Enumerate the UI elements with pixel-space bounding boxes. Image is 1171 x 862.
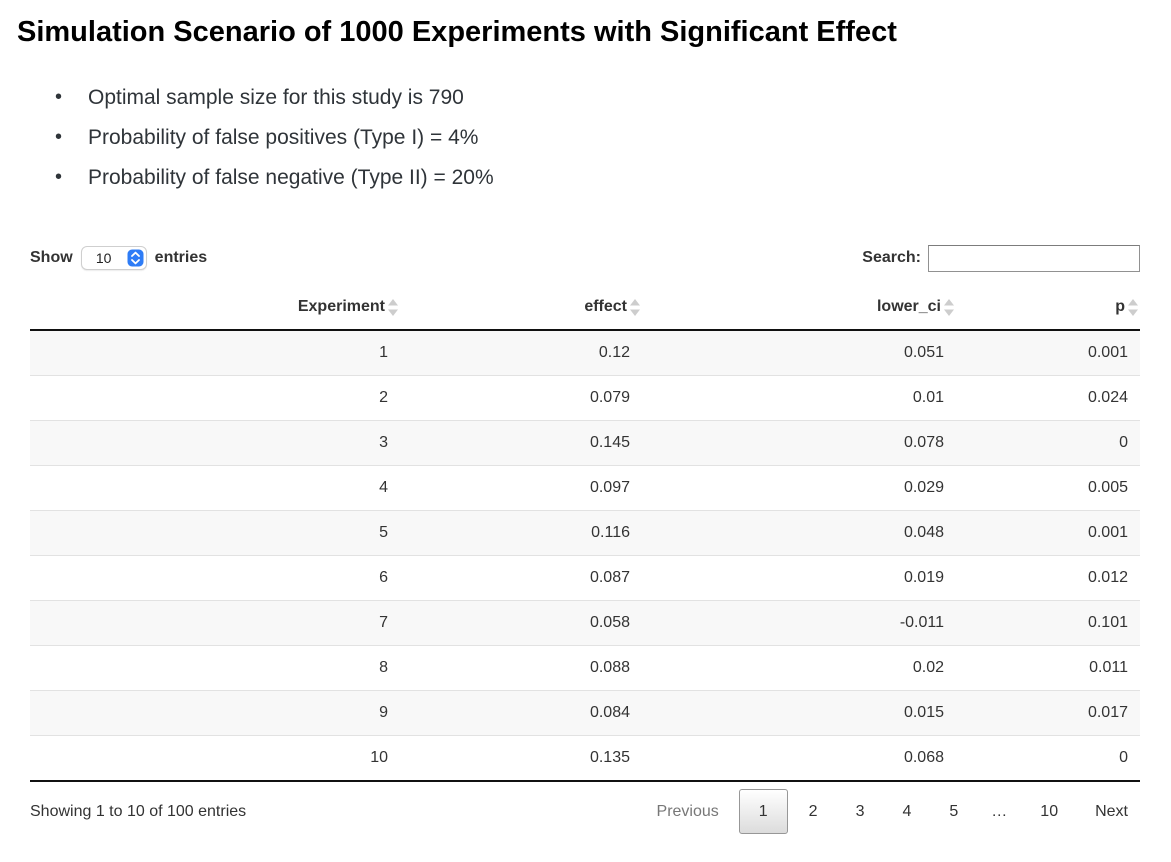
table-row: 5 0.116 0.048 0.001 <box>30 510 1140 556</box>
pagination-page-3[interactable]: 3 <box>855 803 865 820</box>
table-info-text: Showing 1 to 10 of 100 entries <box>30 802 247 820</box>
cell-effect: 0.145 <box>400 420 642 466</box>
cell-effect: 0.097 <box>400 465 642 511</box>
cell-experiment: 8 <box>30 645 400 691</box>
cell-p: 0.101 <box>956 600 1140 646</box>
cell-experiment: 9 <box>30 690 400 736</box>
pagination-page-4[interactable]: 4 <box>902 803 912 820</box>
entries-label: entries <box>154 249 208 266</box>
datatable-footer: Showing 1 to 10 of 100 entries Previous … <box>30 789 1140 834</box>
results-table: Experiment effect lower_ci <box>30 286 1140 782</box>
page-title: Simulation Scenario of 1000 Experiments … <box>17 16 897 48</box>
cell-effect: 0.135 <box>400 735 642 781</box>
cell-p: 0.001 <box>956 510 1140 556</box>
table-row: 8 0.088 0.02 0.011 <box>30 645 1140 691</box>
cell-lower-ci: 0.02 <box>642 645 956 691</box>
cell-experiment: 6 <box>30 555 400 601</box>
cell-lower-ci: 0.048 <box>642 510 956 556</box>
table-row: 2 0.079 0.01 0.024 <box>30 375 1140 421</box>
summary-bullet-type1-error: Probability of false positives (Type I) … <box>55 125 1171 150</box>
page-length-value: 10 <box>95 250 112 266</box>
sort-icon <box>630 298 640 316</box>
cell-lower-ci: 0.078 <box>642 420 956 466</box>
cell-lower-ci: 0.01 <box>642 375 956 421</box>
cell-p: 0.024 <box>956 375 1140 421</box>
search-label: Search: <box>862 249 921 266</box>
table-row: 6 0.087 0.019 0.012 <box>30 555 1140 601</box>
cell-lower-ci: 0.051 <box>903 344 944 361</box>
cell-effect: 0.088 <box>400 645 642 691</box>
select-stepper-icon <box>127 249 144 267</box>
cell-experiment: 10 <box>30 735 400 781</box>
search-input[interactable] <box>928 244 1140 272</box>
column-header-p[interactable]: p <box>956 286 1140 331</box>
column-header-experiment[interactable]: Experiment <box>30 286 400 331</box>
sort-icon <box>1128 298 1138 316</box>
column-header-label: p <box>1115 298 1125 315</box>
table-row: 3 0.145 0.078 0 <box>30 420 1140 466</box>
cell-p: 0.005 <box>956 465 1140 511</box>
cell-lower-ci: 0.029 <box>642 465 956 511</box>
column-header-label: Experiment <box>297 298 385 315</box>
cell-lower-ci: -0.011 <box>642 600 956 646</box>
cell-experiment: 5 <box>30 510 400 556</box>
cell-lower-ci: 0.019 <box>642 555 956 601</box>
search-control: Search: <box>862 244 1140 272</box>
pagination-page-10[interactable]: 10 <box>1040 803 1059 820</box>
cell-effect: 0.12 <box>598 344 630 361</box>
cell-experiment: 7 <box>30 600 400 646</box>
cell-p: 0.012 <box>956 555 1140 601</box>
summary-bullet-type2-error: Probability of false negative (Type II) … <box>55 165 1171 190</box>
column-header-label: effect <box>584 298 627 315</box>
pagination-previous-button[interactable]: Previous <box>656 803 719 820</box>
pagination-page-1[interactable]: 1 <box>738 789 788 834</box>
page-length-control: Show 10 entries <box>30 246 207 270</box>
column-header-effect[interactable]: effect <box>400 286 642 331</box>
summary-bullet-sample-size: Optimal sample size for this study is 79… <box>55 85 1171 110</box>
cell-p: 0 <box>956 735 1140 781</box>
cell-experiment: 3 <box>30 420 400 466</box>
sort-icon <box>388 298 398 316</box>
pagination-page-2[interactable]: 2 <box>808 803 818 820</box>
column-header-label: lower_ci <box>876 298 941 315</box>
cell-p: 0.017 <box>956 690 1140 736</box>
cell-effect: 0.087 <box>400 555 642 601</box>
cell-effect: 0.079 <box>400 375 642 421</box>
show-label: Show <box>30 249 73 266</box>
pagination-next-button[interactable]: Next <box>1095 803 1128 820</box>
datatable-container: Show 10 entries Search: E <box>30 244 1140 834</box>
cell-lower-ci: 0.015 <box>642 690 956 736</box>
datatable-controls: Show 10 entries Search: <box>30 244 1140 272</box>
pagination: Previous 1 2 3 4 5 … 10 Next <box>645 789 1140 834</box>
cell-lower-ci: 0.068 <box>642 735 956 781</box>
table-row: 9 0.084 0.015 0.017 <box>30 690 1140 736</box>
table-row: 1 0.12 0.051 0.001 <box>30 330 1140 376</box>
table-header-row: Experiment effect lower_ci <box>30 286 1140 331</box>
cell-p: 0 <box>956 420 1140 466</box>
cell-effect: 0.116 <box>400 510 642 556</box>
summary-list: Optimal sample size for this study is 79… <box>55 85 1171 190</box>
cell-effect: 0.084 <box>400 690 642 736</box>
sort-icon <box>944 298 954 316</box>
pagination-page-5[interactable]: 5 <box>949 803 959 820</box>
cell-experiment: 4 <box>30 465 400 511</box>
table-row: 7 0.058 -0.011 0.101 <box>30 600 1140 646</box>
cell-experiment: 1 <box>379 344 388 361</box>
cell-effect: 0.058 <box>400 600 642 646</box>
pagination-ellipsis: … <box>991 803 1008 820</box>
table-row: 10 0.135 0.068 0 <box>30 735 1140 781</box>
cell-experiment: 2 <box>30 375 400 421</box>
cell-p: 0.001 <box>1087 344 1128 361</box>
column-header-lower-ci[interactable]: lower_ci <box>642 286 956 331</box>
cell-p: 0.011 <box>956 645 1140 691</box>
page-length-select[interactable]: 10 <box>80 246 147 270</box>
table-row: 4 0.097 0.029 0.005 <box>30 465 1140 511</box>
